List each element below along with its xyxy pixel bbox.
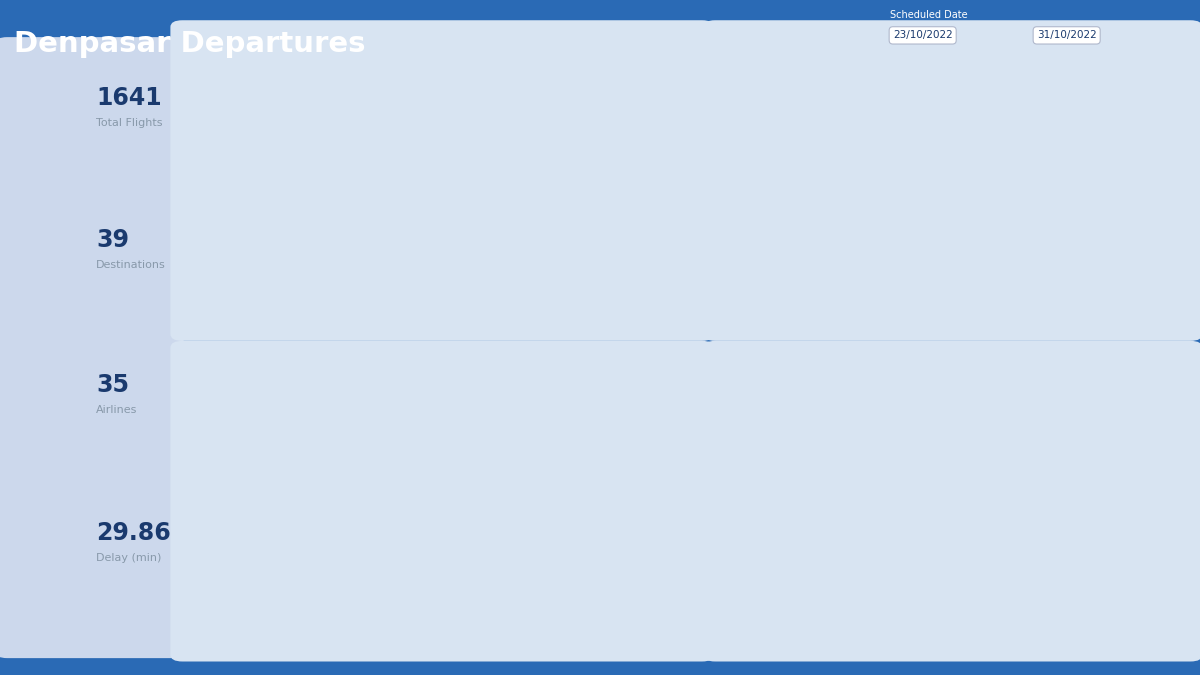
Text: 1641: 1641 <box>96 86 162 110</box>
Y-axis label: Airline: Airline <box>186 159 196 199</box>
Text: 50: 50 <box>322 545 335 554</box>
Text: Number of Flights by Scheduled Departure Time: Number of Flights by Scheduled Departure… <box>792 45 1132 57</box>
Bar <box>294 387 623 404</box>
Bar <box>294 145 552 161</box>
Text: 176: 176 <box>548 174 569 184</box>
Text: © 2023 Microsoft Corporation: © 2023 Microsoft Corporation <box>1064 632 1178 641</box>
Point <box>649 481 664 489</box>
X-axis label: Number of Flights: Number of Flights <box>430 325 542 335</box>
Text: 23/10/2022: 23/10/2022 <box>893 30 953 40</box>
Bar <box>294 593 314 609</box>
Text: Number of Flights by Airline: Number of Flights by Airline <box>294 38 505 51</box>
Polygon shape <box>983 475 996 495</box>
Text: 42: 42 <box>358 276 371 286</box>
Bar <box>294 541 319 558</box>
Text: Scheduled Date: Scheduled Date <box>890 10 968 20</box>
Point <box>650 481 665 489</box>
Text: 84: 84 <box>340 468 353 477</box>
Text: 95: 95 <box>344 442 358 452</box>
Text: 0.4k: 0.4k <box>1056 358 1075 367</box>
Text: 71: 71 <box>400 225 413 235</box>
Text: 232: 232 <box>629 97 648 107</box>
Text: Number of Flights by Destination: Number of Flights by Destination <box>294 357 544 370</box>
Point <box>650 481 665 489</box>
Bar <box>294 248 391 264</box>
Polygon shape <box>1081 495 1117 521</box>
Text: Destinations: Destinations <box>96 260 166 269</box>
Text: Delay (min): Delay (min) <box>96 554 161 563</box>
Polygon shape <box>851 394 976 461</box>
Text: 642: 642 <box>625 391 644 401</box>
Text: 242: 242 <box>642 72 662 82</box>
Polygon shape <box>701 354 824 601</box>
Text: 181: 181 <box>556 148 576 158</box>
Bar <box>294 439 343 455</box>
Bar <box>294 119 576 136</box>
Text: Airlines: Airlines <box>96 405 137 414</box>
Text: 39: 39 <box>96 227 130 252</box>
Polygon shape <box>998 508 1032 514</box>
Text: 61: 61 <box>328 519 341 529</box>
Bar <box>294 413 372 429</box>
Point <box>649 481 664 489</box>
X-axis label: Scheduled Departure Time: Scheduled Departure Time <box>892 322 1058 332</box>
Text: 68: 68 <box>395 250 408 261</box>
Text: 49: 49 <box>322 570 335 580</box>
Text: 198: 198 <box>580 123 600 132</box>
Text: 0.6k: 0.6k <box>1114 358 1133 367</box>
Bar <box>294 171 545 187</box>
Polygon shape <box>970 394 1008 481</box>
Bar <box>294 273 354 290</box>
Text: Indian
Ocean: Indian Ocean <box>848 570 880 592</box>
Bar <box>294 464 337 481</box>
Bar <box>294 516 325 532</box>
Text: 31/10/2022: 31/10/2022 <box>1037 30 1097 40</box>
Bar <box>294 567 319 583</box>
Point <box>649 481 664 489</box>
Text: Denpasar Departures: Denpasar Departures <box>14 30 366 58</box>
FancyBboxPatch shape <box>691 377 698 462</box>
Polygon shape <box>1028 528 1159 615</box>
Bar <box>294 490 331 506</box>
Point <box>649 481 664 489</box>
Text: 0.2k: 0.2k <box>998 358 1019 367</box>
Polygon shape <box>1032 514 1034 516</box>
Bar <box>294 94 624 110</box>
Text: Total Flights: Total Flights <box>96 118 162 128</box>
Bar <box>294 196 440 213</box>
Bar <box>294 222 395 238</box>
X-axis label: Number of Flights: Number of Flights <box>430 645 542 655</box>
Text: 29.86: 29.86 <box>96 521 170 545</box>
Y-axis label: Destination: Destination <box>202 462 211 535</box>
Polygon shape <box>760 364 851 448</box>
Text: 40: 40 <box>317 595 330 605</box>
Bar <box>294 68 638 84</box>
Text: 152: 152 <box>374 416 394 427</box>
Text: 103: 103 <box>445 200 464 209</box>
FancyBboxPatch shape <box>691 57 698 142</box>
Polygon shape <box>1002 468 1042 501</box>
Polygon shape <box>962 471 1008 504</box>
Text: 73: 73 <box>334 493 347 503</box>
Polygon shape <box>1061 514 1074 521</box>
Y-axis label: Number of Flights: Number of Flights <box>746 124 757 237</box>
Polygon shape <box>1048 481 1061 508</box>
Text: 35: 35 <box>96 373 130 397</box>
